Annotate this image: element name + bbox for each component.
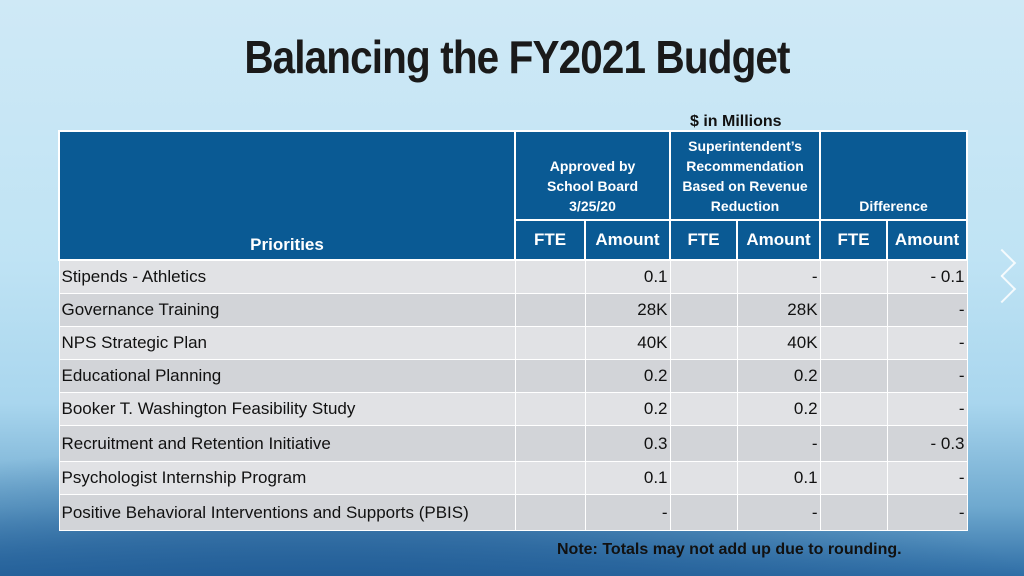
fte-cell bbox=[819, 494, 888, 531]
units-label: $ in Millions bbox=[690, 113, 782, 130]
fte-cell bbox=[669, 425, 738, 462]
priorities-header: Priorities bbox=[58, 130, 516, 261]
amount-header: Amount bbox=[583, 219, 672, 261]
amount-header: Amount bbox=[886, 219, 969, 261]
approved-header: Approved by School Board 3/25/20 bbox=[513, 130, 672, 221]
fte-cell bbox=[514, 359, 586, 393]
amount-cell: - bbox=[736, 494, 821, 531]
fte-cell bbox=[669, 494, 738, 531]
amount-header: Amount bbox=[736, 219, 822, 261]
fte-cell bbox=[819, 293, 888, 327]
fte-cell bbox=[669, 359, 738, 393]
amount-cell: 0.2 bbox=[736, 392, 821, 426]
fte-cell bbox=[669, 326, 738, 360]
amount-cell: - bbox=[886, 293, 968, 327]
amount-cell: 0.2 bbox=[584, 392, 671, 426]
amount-cell: - bbox=[736, 425, 821, 462]
fte-header: FTE bbox=[819, 219, 889, 261]
amount-cell: - bbox=[886, 461, 968, 495]
priority-label: Booker T. Washington Feasibility Study bbox=[58, 392, 516, 426]
table-row: Psychologist Internship Program 0.1 0.1 - bbox=[58, 461, 968, 495]
amount-cell: 0.2 bbox=[584, 359, 671, 393]
amount-cell: 0.2 bbox=[736, 359, 821, 393]
fte-header: FTE bbox=[514, 219, 586, 261]
priority-label: Positive Behavioral Interventions and Su… bbox=[58, 494, 516, 531]
amount-cell: 40K bbox=[584, 326, 671, 360]
priority-label: Stipends - Athletics bbox=[58, 259, 516, 294]
fte-cell bbox=[514, 392, 586, 426]
fte-cell bbox=[514, 461, 586, 495]
fte-cell bbox=[819, 326, 888, 360]
amount-cell: 0.1 bbox=[584, 259, 671, 294]
table-row: Governance Training 28K 28K - bbox=[58, 293, 968, 327]
fte-cell bbox=[514, 259, 586, 294]
amount-cell: 0.1 bbox=[736, 461, 821, 495]
difference-header: Difference bbox=[819, 130, 969, 221]
priority-label: Educational Planning bbox=[58, 359, 516, 393]
fte-cell bbox=[669, 293, 738, 327]
fte-cell bbox=[819, 259, 888, 294]
priority-label: Governance Training bbox=[58, 293, 516, 327]
footnote: Note: Totals may not add up due to round… bbox=[557, 541, 902, 558]
table-row: Educational Planning 0.2 0.2 - bbox=[58, 359, 968, 393]
slide-title: Balancing the FY2021 Budget bbox=[244, 31, 790, 83]
amount-cell: - bbox=[886, 326, 968, 360]
budget-table: Priorities Approved by School Board 3/25… bbox=[58, 130, 969, 531]
amount-cell: - bbox=[886, 359, 968, 393]
amount-cell: 28K bbox=[736, 293, 821, 327]
fte-cell bbox=[819, 359, 888, 393]
amount-cell: - bbox=[584, 494, 671, 531]
amount-cell: - 0.3 bbox=[886, 425, 968, 462]
amount-cell: - bbox=[736, 259, 821, 294]
priority-label: Recruitment and Retention Initiative bbox=[58, 425, 516, 462]
amount-cell: - bbox=[886, 392, 968, 426]
fte-cell bbox=[669, 259, 738, 294]
superintendent-header: Superintendent’s Recommendation Based on… bbox=[669, 130, 822, 221]
table-row: Booker T. Washington Feasibility Study 0.… bbox=[58, 392, 968, 426]
chevron-right-icon bbox=[987, 245, 1017, 315]
fte-cell bbox=[669, 461, 738, 495]
fte-cell bbox=[514, 293, 586, 327]
table-row: Recruitment and Retention Initiative 0.3 -… bbox=[58, 425, 968, 462]
fte-cell bbox=[514, 494, 586, 531]
fte-cell bbox=[819, 425, 888, 462]
fte-header: FTE bbox=[669, 219, 739, 261]
table-row: NPS Strategic Plan 40K 40K - bbox=[58, 326, 968, 360]
table-row: Stipends - Athletics 0.1 - - 0.1 bbox=[58, 259, 968, 294]
fte-cell bbox=[819, 461, 888, 495]
fte-cell bbox=[514, 326, 586, 360]
amount-cell: 40K bbox=[736, 326, 821, 360]
amount-cell: 0.3 bbox=[584, 425, 671, 462]
amount-cell: - bbox=[886, 494, 968, 531]
fte-cell bbox=[669, 392, 738, 426]
fte-cell bbox=[819, 392, 888, 426]
amount-cell: 0.1 bbox=[584, 461, 671, 495]
table-row: Positive Behavioral Interventions and Su… bbox=[58, 494, 968, 531]
priority-label: Psychologist Internship Program bbox=[58, 461, 516, 495]
amount-cell: 28K bbox=[584, 293, 671, 327]
priority-label: NPS Strategic Plan bbox=[58, 326, 516, 360]
amount-cell: - 0.1 bbox=[886, 259, 968, 294]
fte-cell bbox=[514, 425, 586, 462]
